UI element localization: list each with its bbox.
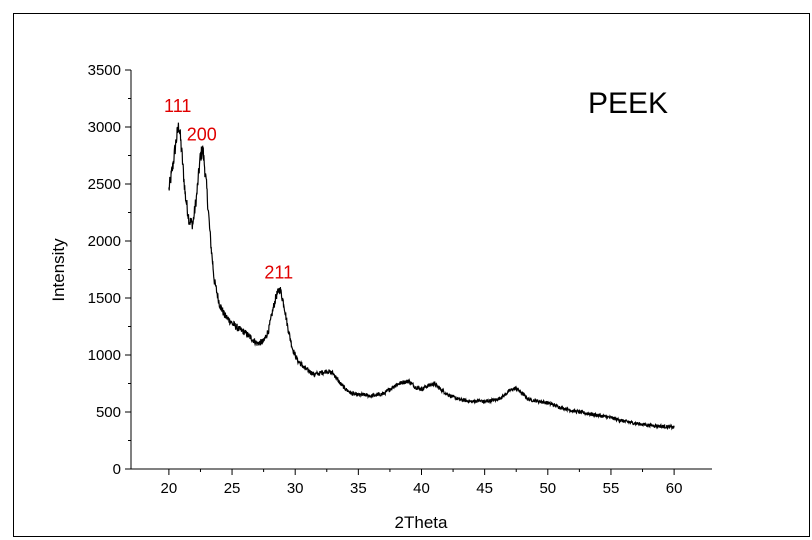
x-tick-label: 50	[539, 480, 556, 497]
x-tick-label: 20	[161, 480, 178, 497]
annotation-group: 111 200 211	[164, 96, 293, 282]
legend-text: PEEK	[588, 87, 668, 120]
y-tick-label: 1500	[88, 290, 121, 307]
x-tick-label: 35	[350, 480, 367, 497]
x-tick-label: 40	[413, 480, 430, 497]
y-tick-label: 0	[113, 461, 121, 478]
y-tick-label: 2500	[88, 176, 121, 193]
peak-label: 111	[164, 96, 191, 116]
y-tick-label: 500	[96, 404, 121, 421]
y-tick-label: 3500	[88, 62, 121, 79]
x-tick-label: 55	[603, 480, 620, 497]
figure-frame	[13, 13, 810, 537]
y-tick-label: 1000	[88, 347, 121, 364]
x-tick-label: 60	[666, 480, 683, 497]
x-tick-label: 30	[287, 480, 304, 497]
series-line	[168, 122, 675, 431]
axes	[130, 70, 712, 470]
x-axis-title: 2Theta	[395, 513, 448, 532]
x-tick-label: 25	[224, 480, 241, 497]
y-axis-title: Intensity	[49, 238, 68, 302]
y-tick-label: 2000	[88, 233, 121, 250]
peak-label: 200	[187, 124, 217, 144]
x-tick-label: 45	[476, 480, 493, 497]
tick-group: 20 25 30 35 40 45 50 55 60 0 500 1000 1500 2000 2500 30…	[88, 62, 683, 497]
y-tick-label: 3000	[88, 119, 121, 136]
peak-label: 211	[264, 262, 293, 282]
